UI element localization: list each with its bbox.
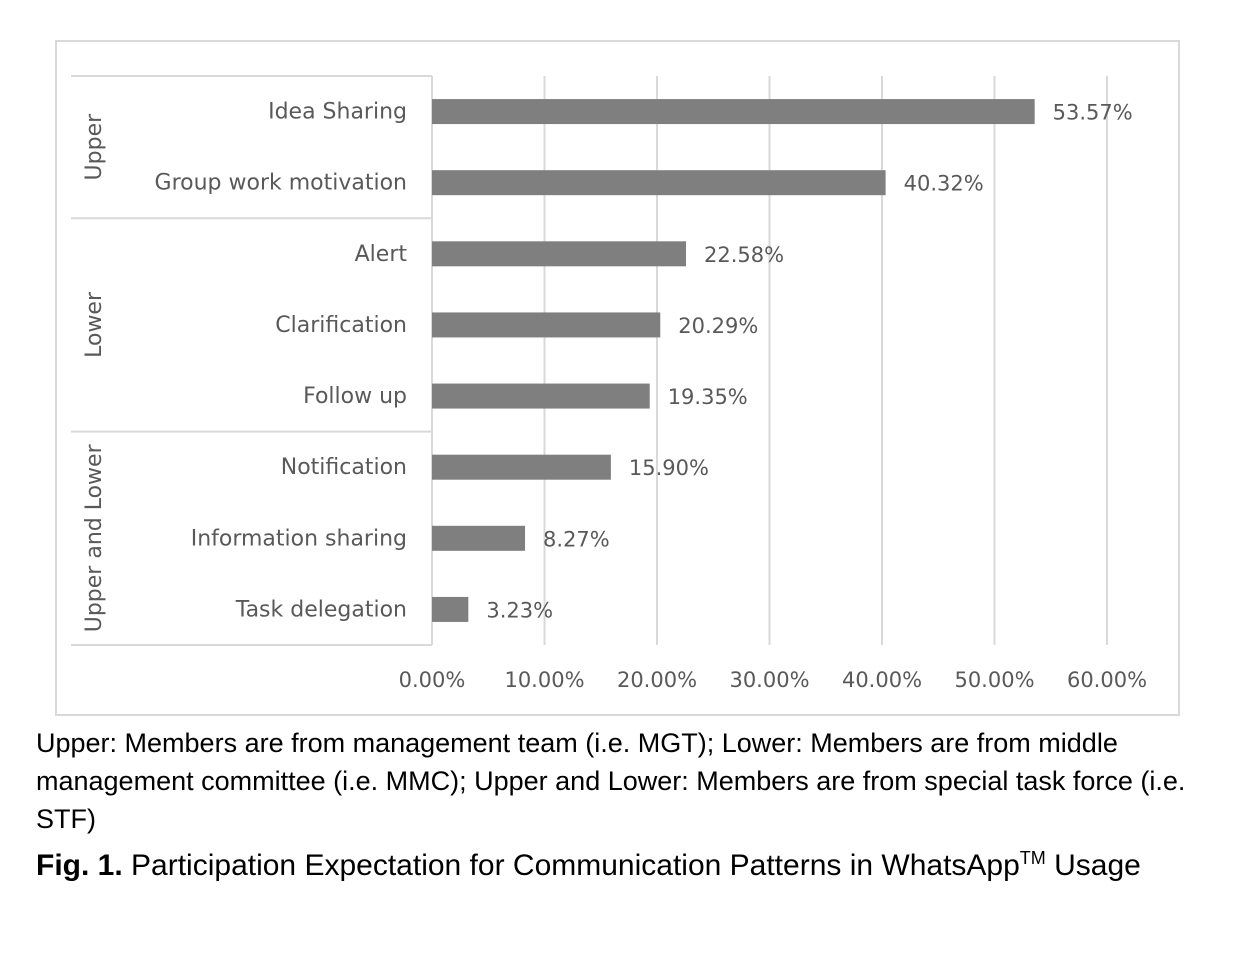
figure-caption: Fig. 1. Participation Expectation for Co… (36, 838, 1226, 886)
group-label: Lower (82, 291, 107, 358)
bar (432, 596, 469, 622)
x-tick-label: 20.00% (617, 668, 697, 692)
bar (432, 312, 661, 338)
x-tick-label: 10.00% (504, 668, 584, 692)
bar (432, 454, 611, 480)
chart-frame: 0.00% 10.00% 20.00% 30.00% 40.00% 50.00% 60.00… (55, 40, 1180, 716)
category-label: Follow up (303, 384, 407, 409)
category-label: Notification (281, 455, 407, 480)
x-tick-label: 40.00% (842, 668, 922, 692)
figure-title-end: Usage (1054, 849, 1141, 882)
group-label: Upper (82, 113, 107, 181)
data-label: 8.27% (543, 527, 610, 551)
x-tick-label: 50.00% (954, 668, 1034, 692)
x-tick-label: 60.00% (1067, 668, 1147, 692)
x-tick-label: 0.00% (399, 668, 466, 692)
figure-title: Participation Expectation for Communicat… (131, 849, 1020, 882)
bar (432, 99, 1035, 125)
category-label: Information sharing (191, 526, 407, 551)
category-label: Clarification (275, 313, 407, 338)
category-label: Group work motivation (155, 171, 407, 196)
data-label: 3.23% (486, 598, 553, 622)
bar (432, 241, 687, 267)
category-label: Task delegation (235, 597, 407, 622)
bar (432, 525, 526, 551)
data-label: 15.90% (629, 456, 709, 480)
x-tick-label: 30.00% (729, 668, 809, 692)
data-label: 40.32% (904, 172, 984, 196)
bar (432, 383, 650, 409)
data-label: 22.58% (704, 243, 784, 267)
group-label: Upper and Lower (82, 443, 107, 632)
data-label: 20.29% (678, 314, 758, 338)
category-label: Idea Sharing (268, 100, 407, 125)
data-label: 19.35% (668, 385, 748, 409)
data-label: 53.57% (1053, 101, 1133, 125)
trademark-sup: TM (1019, 848, 1046, 868)
bar-chart: 0.00% 10.00% 20.00% 30.00% 40.00% 50.00% 60.00… (71, 75, 1147, 692)
figure-label: Fig. 1. (36, 849, 123, 882)
bar (432, 170, 886, 196)
category-label: Alert (355, 242, 408, 267)
figure-note: Upper: Members are from management team … (36, 728, 1186, 834)
